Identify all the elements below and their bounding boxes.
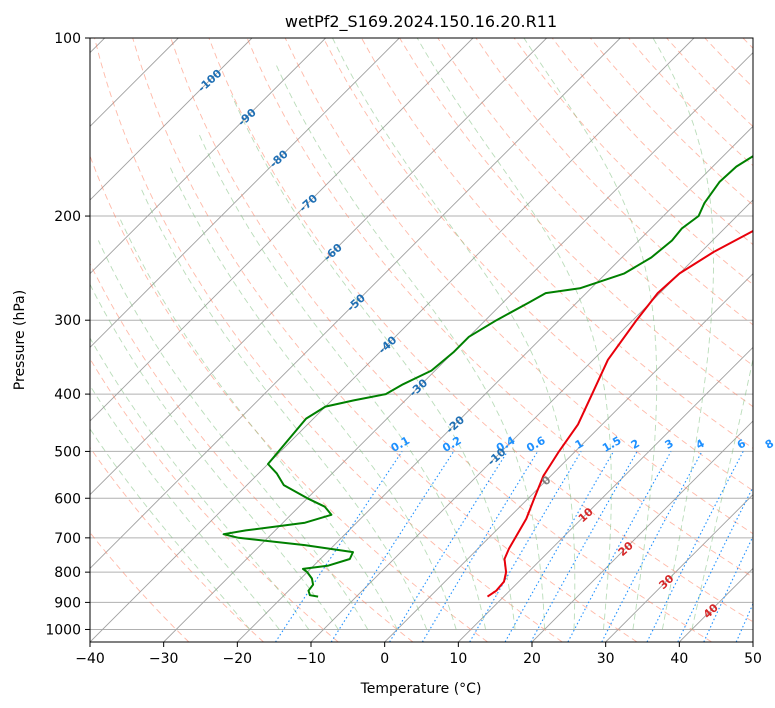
moist-adiabat-line <box>90 428 251 630</box>
dry-adiabat-line <box>246 38 753 578</box>
mixing-ratio-line <box>504 451 615 642</box>
moist-adiabat-line <box>90 283 339 630</box>
y-tick-label: 600 <box>54 491 81 507</box>
isotherm-line <box>605 494 753 642</box>
y-tick-label: 900 <box>54 595 81 611</box>
x-axis-label: Temperature (°C) <box>360 681 482 697</box>
y-tick-label: 700 <box>54 531 81 547</box>
isotherm-line <box>90 38 474 422</box>
moist-adiabat-line <box>691 357 753 630</box>
isotherm-line <box>90 38 621 569</box>
y-tick-label: 500 <box>54 444 81 460</box>
dry-adiabat-line <box>208 38 753 623</box>
isotherm-line <box>90 38 695 642</box>
plot-frame <box>89 37 754 643</box>
moist-adiabat-line <box>140 188 428 630</box>
x-tick-label: 40 <box>670 651 688 667</box>
isotherm-line <box>237 125 753 642</box>
x-tick-label: −30 <box>149 651 179 667</box>
isotherm-line <box>90 38 547 496</box>
isotherm-line <box>90 38 326 275</box>
dry-adiabat-line <box>90 262 414 642</box>
axis-ticks: −40 −30 −20 −10 0 10 20 30 40 50 100 200 300 400 500 60… <box>45 31 762 667</box>
moist-adiabat-line <box>118 215 398 630</box>
y-tick-label: 800 <box>54 565 81 581</box>
moist-adiabat-line <box>231 95 516 630</box>
profile-lines <box>222 154 753 598</box>
dry-adiabat-line <box>513 38 753 286</box>
x-tick-label: −20 <box>223 651 253 667</box>
x-tick-label: 10 <box>449 651 467 667</box>
x-tick-label: −10 <box>296 651 326 667</box>
y-tick-label: 100 <box>54 31 81 47</box>
mixing-ratio-line <box>275 451 403 642</box>
temperature-profile <box>486 229 753 598</box>
dry-adiabat-line <box>475 38 753 326</box>
dry-adiabat-line <box>90 357 339 642</box>
isotherm-line <box>90 38 400 348</box>
dry-adiabat-line <box>90 446 264 642</box>
y-tick-label: 1000 <box>45 622 81 638</box>
isotherm-line <box>531 420 753 642</box>
moist-adiabat-line <box>332 38 576 630</box>
y-tick-label: 300 <box>54 313 81 329</box>
moist-adiabat-line <box>169 166 457 630</box>
dry-adiabat-line <box>323 38 753 492</box>
chart-title: wetPf2_S169.2024.150.16.20.R11 <box>285 12 557 32</box>
isotherm-line <box>384 273 753 642</box>
dewpoint-profile <box>222 154 753 598</box>
isotherm-line <box>458 346 753 642</box>
x-tick-label: 20 <box>523 651 541 667</box>
mixing-ratio-line <box>567 451 672 642</box>
isotherm-line <box>90 38 253 201</box>
y-tick-label: 400 <box>54 387 81 403</box>
moist-adiabat-line <box>274 62 545 630</box>
mixing-ratio-line <box>330 451 455 642</box>
moist-adiabat-line <box>90 337 310 630</box>
x-tick-label: −40 <box>75 651 105 667</box>
moist-adiabat-line <box>652 38 714 630</box>
mixing-ratio-line <box>530 451 638 642</box>
moist-adiabat-line <box>523 38 658 630</box>
moist-adiabat-line <box>416 38 612 630</box>
moist-adiabat-line <box>90 384 280 630</box>
x-tick-label: 50 <box>744 651 762 667</box>
mixing-ratio-line <box>389 451 508 642</box>
dry-adiabat-line <box>170 38 712 642</box>
dry-adiabat-line <box>94 38 563 642</box>
mixing-ratio-line <box>646 451 744 642</box>
dry-adiabat-line <box>284 38 753 535</box>
x-tick-label: 0 <box>380 651 389 667</box>
y-tick-label: 200 <box>54 209 81 225</box>
y-axis-label: Pressure (hPa) <box>12 290 28 390</box>
moist-adiabat-line <box>198 133 487 630</box>
moist-adiabat-line <box>97 240 369 630</box>
x-tick-label: 30 <box>597 651 615 667</box>
